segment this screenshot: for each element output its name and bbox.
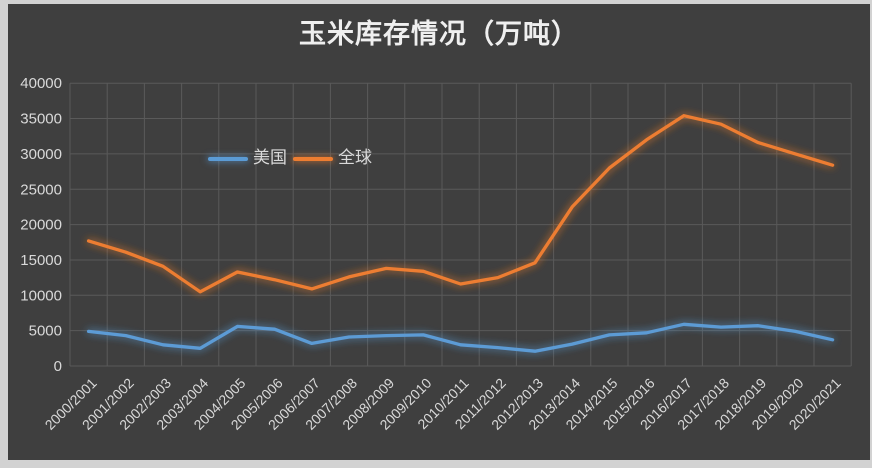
y-tick-label: 30000 (20, 146, 62, 163)
legend-item-global[interactable]: 全球 (293, 150, 372, 167)
y-tick-label: 15000 (20, 252, 62, 269)
us-series-line (86, 322, 835, 353)
y-tick-label: 40000 (20, 75, 62, 92)
plot-area: 0 5000 10000 15000 20000 25000 30000 35000 40000… (20, 75, 852, 433)
y-tick-label: 0 (54, 358, 62, 375)
legend-label-us: 美国 (253, 148, 287, 168)
us-series-line-swatch (208, 156, 248, 161)
y-tick-label: 10000 (20, 287, 62, 304)
y-tick-label: 25000 (20, 181, 62, 198)
global-series-line (86, 114, 835, 294)
y-tick-label: 5000 (29, 323, 62, 340)
legend[interactable]: 美国 全球 (208, 150, 372, 167)
chart-title: 玉米库存情况（万吨） (299, 19, 579, 50)
legend-item-us[interactable]: 美国 (208, 150, 287, 167)
legend-label-global: 全球 (338, 148, 372, 168)
y-tick-label: 20000 (20, 217, 62, 234)
global-series-line-swatch (293, 156, 333, 161)
chart-frame: 玉米库存情况（万吨） 0 5000 10000 15000 20000 25000 3000… (8, 4, 870, 460)
y-tick-label: 35000 (20, 111, 62, 128)
